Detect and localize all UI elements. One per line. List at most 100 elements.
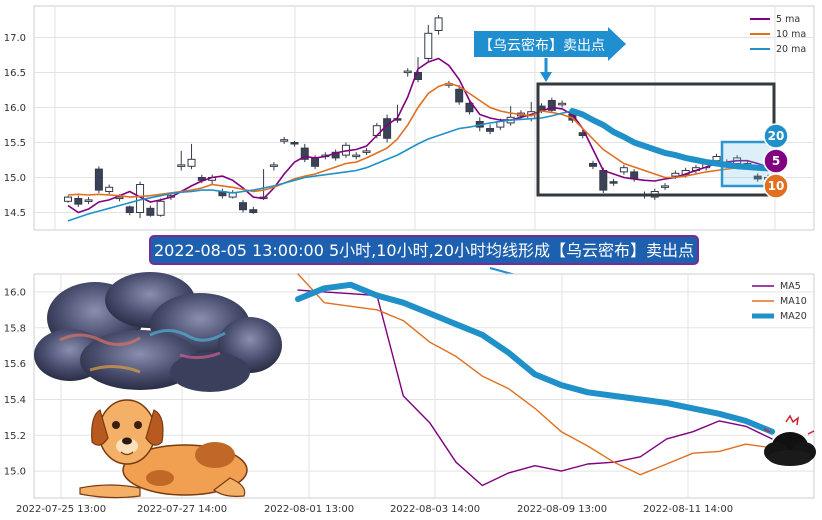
bottom-x-tick-label: 2022-08-09 13:00 xyxy=(517,504,607,515)
candle-body-down xyxy=(414,72,422,80)
storm-cloud-illustration xyxy=(34,272,282,392)
candle-body-up xyxy=(84,199,93,202)
line-MA10 xyxy=(297,273,773,476)
candle-body-down xyxy=(547,100,556,111)
candle-body-up xyxy=(64,196,72,202)
candle-body-down xyxy=(125,206,134,213)
candle-body-down xyxy=(311,157,320,167)
candle-body-down xyxy=(239,202,247,211)
candle xyxy=(619,164,628,175)
top-y-tick-label: 16.0 xyxy=(4,103,26,114)
candle-body-up xyxy=(352,154,361,158)
candle xyxy=(362,148,371,156)
bottom-y-tick-label: 15.2 xyxy=(4,431,26,442)
candle-body-down xyxy=(486,128,495,132)
bottom-x-tick-label: 2022-07-27 14:00 xyxy=(137,504,227,515)
candle xyxy=(424,24,433,62)
legend-label-MA20: MA20 xyxy=(780,311,807,322)
top-y-tick-label: 14.5 xyxy=(4,208,26,219)
badge-5-label: 5 xyxy=(772,154,780,168)
line-5-ma xyxy=(67,57,769,214)
badge-20-label: 20 xyxy=(768,129,785,143)
candle-body-up xyxy=(362,150,371,153)
candle xyxy=(280,136,289,144)
top-y-tick-label: 16.5 xyxy=(4,68,26,79)
bottom-ma-lines xyxy=(295,273,775,487)
legend-label-5ma: 5 ma xyxy=(776,14,800,25)
candle-body-down xyxy=(455,88,464,103)
candle-body-down xyxy=(609,181,618,184)
candle xyxy=(290,141,299,147)
candle-body-down xyxy=(300,147,309,160)
candle xyxy=(558,100,567,108)
banner: 2022-08-05 13:00:00 5小时,10小时,20小时均线形成【乌云… xyxy=(149,235,699,285)
dog-illustration xyxy=(79,399,248,499)
candle-body-down xyxy=(74,198,83,205)
top-y-tick-label: 17.0 xyxy=(4,33,26,44)
candle-body-down xyxy=(94,168,103,191)
bottom-chart: 15.0 15.2 15.4 15.6 15.8 16.0 2022-07-25 13:0… xyxy=(4,272,816,515)
bottom-x-ticks: 2022-07-25 13:00 2022-07-27 14:00 2022-08-… xyxy=(16,504,733,515)
bottom-y-tick-label: 16.0 xyxy=(4,287,26,298)
candle-body-down xyxy=(146,207,155,216)
candle-body-up xyxy=(156,200,165,216)
candle xyxy=(177,150,186,171)
ma-badges: 20 5 10 xyxy=(763,123,789,199)
candle-body-up xyxy=(558,102,567,106)
candle-body-up xyxy=(269,164,278,167)
candle-body-down xyxy=(249,209,258,213)
candle xyxy=(465,100,474,115)
ma20-emphasis-line xyxy=(569,108,771,172)
bottom-x-tick-label: 2022-07-25 13:00 xyxy=(16,504,106,515)
top-chart: 14.5 15.0 15.5 16.0 16.5 17.0 【乌云密布】卖出点 20 5 … xyxy=(4,5,815,231)
candle-body-up xyxy=(434,17,443,31)
candle-body-up xyxy=(177,164,186,167)
candle-body-up xyxy=(403,70,412,74)
candle-body-down xyxy=(599,170,608,191)
banner-box xyxy=(149,235,699,265)
badge-10-label: 10 xyxy=(768,179,785,193)
candle-body-down xyxy=(465,102,474,113)
banner-text: 2022-08-05 13:00:00 5小时,10小时,20小时均线形成【乌云… xyxy=(154,241,694,260)
legend-label-20ma: 20 ma xyxy=(776,44,806,55)
top-y-tick-label: 15.0 xyxy=(4,173,26,184)
bottom-y-tick-label: 15.6 xyxy=(4,359,26,370)
callout: 【乌云密布】卖出点 xyxy=(474,27,626,82)
badge-20 xyxy=(763,123,789,149)
callout-pointer-head xyxy=(540,72,552,82)
candle-body-down xyxy=(753,175,762,180)
bottom-x-tick-label: 2022-08-01 13:00 xyxy=(264,504,354,515)
badge-10 xyxy=(763,173,789,199)
candle xyxy=(403,68,412,77)
bottom-y-tick-label: 15.4 xyxy=(4,395,26,406)
candle xyxy=(455,85,464,105)
candle-body-down xyxy=(589,163,597,167)
badge-5 xyxy=(763,148,789,174)
candle xyxy=(64,195,72,203)
bottom-x-tick-label: 2022-08-11 14:00 xyxy=(643,504,733,515)
top-y-tick-label: 15.5 xyxy=(4,138,26,149)
bottom-y-ticks: 15.0 15.2 15.4 15.6 15.8 16.0 xyxy=(4,287,26,477)
candle xyxy=(249,206,258,214)
top-y-ticks: 14.5 15.0 15.5 16.0 16.5 17.0 xyxy=(4,33,26,219)
candle-body-up xyxy=(105,186,114,193)
candle-body-up xyxy=(661,185,670,188)
candle xyxy=(609,178,618,186)
candle xyxy=(753,173,762,182)
candle xyxy=(74,195,83,207)
candle-body-up xyxy=(424,32,433,59)
candle-body-up xyxy=(187,158,196,167)
candle xyxy=(589,160,597,170)
legend-label-MA5: MA5 xyxy=(780,281,801,292)
top-plot-frame xyxy=(33,5,815,231)
line-MA20 xyxy=(295,281,775,435)
legend-label-10ma: 10 ma xyxy=(776,29,806,40)
legend-label-MA10: MA10 xyxy=(780,296,807,307)
candle xyxy=(239,199,247,213)
candle xyxy=(125,205,134,216)
candle xyxy=(156,198,165,217)
candle xyxy=(434,15,443,35)
candle-body-up xyxy=(671,172,680,177)
candle xyxy=(84,197,93,205)
candle xyxy=(547,97,556,114)
